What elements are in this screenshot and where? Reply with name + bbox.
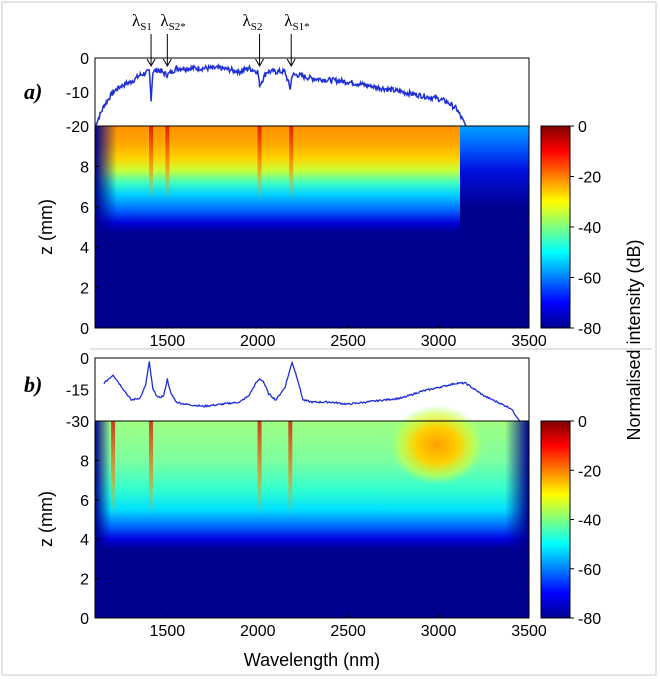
panel-b-spectrum-ytick-label: -30 — [66, 414, 89, 431]
panel-a-heatmap-frame — [94, 125, 530, 329]
panel-a-spectrum: 0 -10 -20 λS1 λS2* λS2 λS1* — [66, 11, 530, 136]
panel-b-heatmap-left-edge — [95, 421, 111, 618]
annotation-arrowhead — [146, 58, 156, 68]
colorbar-b-tick-label: -40 — [578, 513, 601, 530]
panel-a-heatmap-mid — [321, 126, 481, 328]
panel-a-heatmap-ytick-label: 8 — [80, 159, 89, 176]
colorbar-b-tick-label: 0 — [578, 414, 587, 431]
panel-a-heatmap-feature-line — [257, 126, 262, 202]
panel-b-heatmap-hotspot — [389, 405, 485, 485]
colorbar-a-tick-label: -40 — [578, 220, 601, 237]
annotation-arrowhead — [286, 58, 296, 68]
panel-b-heatmap-right-edge — [505, 421, 529, 618]
panel-a-heatmap: 1500 2000 2500 3000 3500 0 2 4 6 8 z (mm) — [36, 125, 547, 350]
panel-a-heatmap-feature-line — [165, 126, 170, 202]
panel-a-spectrum-ytick-label: -20 — [66, 119, 89, 136]
colorbar-a-tick-label: -20 — [578, 170, 601, 187]
panel-b-heatmap-feature-line — [288, 421, 293, 518]
panel-a-heatmap-feature-line — [289, 126, 294, 202]
panel-a-ylabel: z (mm) — [36, 199, 56, 255]
colorbar-b-tick-label: -60 — [578, 562, 601, 579]
panel-a-heatmap-xtick-label: 2500 — [330, 333, 366, 350]
panel-a-heatmap-xtick-label: 3500 — [511, 333, 547, 350]
annotation-label: λS1* — [284, 11, 309, 33]
panel-a-spectrum-frame — [94, 57, 530, 127]
panel-b-spectrum-ytick-label: -15 — [66, 383, 89, 400]
panel-b-ylabel: z (mm) — [36, 491, 56, 547]
panel-b-label: b) — [24, 372, 42, 397]
annotation-arrowhead — [162, 58, 172, 68]
annotation-label: λS1 — [132, 11, 152, 33]
panel-b-heatmap-ytick-label: 4 — [80, 532, 89, 549]
panel-b-heatmap-ytick-label: 8 — [80, 453, 89, 470]
panel-b-spectrum-line — [103, 360, 521, 422]
panel-a-heatmap-ytick-label: 6 — [80, 200, 89, 217]
x-axis-label: Wavelength (nm) — [244, 650, 380, 670]
colorbar-a: 0 -20 -40 -60 -80 — [540, 119, 601, 338]
panel-b-heatmap: 1500 2000 2500 3000 3500 0 2 4 6 8 z (mm) — [36, 405, 547, 640]
panel-b-heatmap-ytick-label: 0 — [80, 611, 89, 628]
panel-b-heatmap-xtick-label: 1500 — [150, 623, 186, 640]
panel-a-heatmap-left-edge — [95, 126, 117, 328]
colorbar-a-tick-label: -60 — [578, 271, 601, 288]
panel-b-heatmap-xtick-label: 3000 — [421, 623, 457, 640]
panel-a-heatmap-ytick-label: 2 — [80, 281, 89, 298]
colorbar-a-scale — [540, 125, 571, 329]
panel-a-heatmap-right — [460, 126, 529, 328]
panel-a-spectrum-ytick-label: -10 — [66, 85, 89, 102]
annotation-label: λS2* — [160, 11, 185, 33]
panel-b-heatmap-ytick-label: 2 — [80, 572, 89, 589]
panel-a-spectrum-line — [94, 63, 467, 127]
annotation-arrowhead — [255, 58, 264, 68]
panel-b-heatmap-xtick-label: 2500 — [330, 623, 366, 640]
panel-a-heatmap-ytick-label: 0 — [80, 321, 89, 338]
colorbar-label: Normalised intensity (dB) — [624, 239, 644, 440]
colorbar-b-tick-label: -80 — [578, 611, 601, 628]
panel-a-heatmap-xtick-label: 2000 — [240, 333, 276, 350]
panel-a-heatmap-xtick-label: 3000 — [421, 333, 457, 350]
panel-b-heatmap-feature-line — [149, 421, 154, 518]
panel-a-heatmap-xtick-label: 1500 — [150, 333, 186, 350]
panel-b-heatmap-xtick-label: 2000 — [240, 623, 276, 640]
panel-a-label: a) — [24, 79, 42, 104]
panel-b-heatmap-frame — [94, 420, 530, 619]
panel-b-heatmap-xtick-label: 3500 — [511, 623, 547, 640]
panel-a-spectrum-ytick-label: 0 — [80, 51, 89, 68]
panel-a-heatmap-feature-line — [149, 126, 154, 202]
colorbar-a-tick-label: -80 — [578, 321, 601, 338]
panel-b-heatmap-ytick-label: 6 — [80, 493, 89, 510]
panel-b-heatmap-feature-line — [257, 421, 262, 518]
colorbar-a-tick-label: 0 — [578, 119, 587, 136]
annotation-label: λS2 — [243, 11, 263, 33]
panel-b-heatmap-feature-line — [111, 421, 116, 518]
panel-b-spectrum-ytick-label: 0 — [80, 351, 89, 368]
panel-b-spectrum-frame — [94, 357, 530, 422]
panel-a-heatmap-ytick-label: 4 — [80, 240, 89, 257]
colorbar-b-tick-label: -20 — [578, 463, 601, 480]
colorbar-b-scale — [540, 420, 571, 619]
colorbar-b: 0 -20 -40 -60 -80 — [540, 414, 601, 628]
